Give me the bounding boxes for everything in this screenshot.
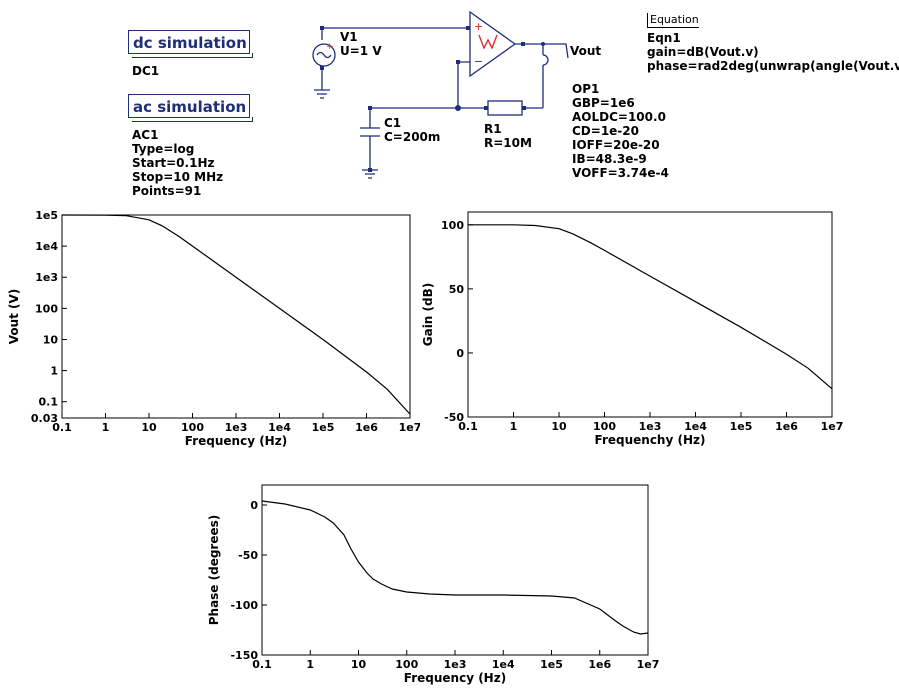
ac-param-line: Stop=10 MHz [132,170,224,184]
x-tick-label: 1e7 [637,658,660,671]
equation-header: Equation [647,13,699,28]
source-label: V1 U=1 V [340,30,382,58]
x-tick-label: 1e6 [775,420,798,433]
circuit-schematic[interactable]: + − + [0,0,899,200]
x-tick-label: 10 [551,420,567,433]
y-tick-label: 50 [449,283,465,296]
capacitor-value: C=200m [384,130,441,144]
y-tick-label: -150 [230,649,258,662]
plot-frame [61,214,411,419]
x-tick-label: 1e4 [268,421,291,434]
y-tick-label: 10 [43,333,59,346]
x-tick-label: 1e5 [312,421,335,434]
x-axis-label: Frequency (Hz) [404,671,506,685]
resistor-name: R1 [484,122,502,136]
x-tick-label: 100 [181,421,204,434]
y-tick-label: 0 [250,499,258,512]
capacitor-label: C1 C=200m [384,116,440,144]
dc-simulation-box[interactable]: dc simulation [128,30,253,58]
y-tick-label: -100 [230,599,258,612]
ac-param-line: Type=log [132,142,195,156]
x-tick-label: 100 [593,420,616,433]
equation-line: Eqn1 [647,31,681,45]
resistor-label: R1 R=10M [484,122,532,150]
vout-plot[interactable]: 0.1 1 10 100 1e3 1e4 1e5 1e6 1e70.030.11101001e3… [0,200,420,460]
y-axis-label: Vout (V) [7,289,21,345]
x-tick-label: 10 [351,658,367,671]
ac-simulation-title: ac simulation [133,98,247,116]
y-tick-label: 1e5 [35,209,58,222]
plot-frame [261,484,649,656]
equation-line: gain=dB(Vout.v) [647,45,759,59]
opamp-param-line: AOLDC=100.0 [572,110,666,124]
x-tick-label: 1e5 [730,420,753,433]
equation-line: phase=rad2deg(unwrap(angle(Vout.v))) [647,59,899,73]
source-value: U=1 V [340,44,382,58]
series-line [261,500,649,635]
y-axis-label: Phase (degrees) [207,515,221,626]
x-axis-label: Frequenchy (Hz) [595,433,706,447]
x-tick-label: 1e4 [684,420,707,433]
y-tick-label: 1e3 [35,271,58,284]
plot-frame [467,211,833,418]
opamp-param-line: GBP=1e6 [572,96,635,110]
opamp-param-line: IOFF=20e-20 [572,138,660,152]
x-tick-label: 1 [102,421,110,434]
equation-block[interactable]: Equation Eqn1 gain=dB(Vout.v) phase=rad2… [647,8,899,73]
series-line [468,224,833,390]
phase-plot[interactable]: 0.1 1 10 100 1e3 1e4 1e5 1e6 1e7 -150 -100 -50 0 Freq… [200,475,670,693]
gain-plot[interactable]: 0.1 1 10 100 1e3 1e4 1e5 1e6 1e7-50050100Frequen… [420,200,860,460]
x-tick-label: 1e6 [355,421,378,434]
x-axis-label: Frequency (Hz) [185,434,287,448]
ac-param-line: AC1 [132,128,159,142]
x-tick-label: 1e7 [399,421,420,434]
resistor-value: R=10M [484,136,532,150]
opamp-param-line: CD=1e-20 [572,124,639,138]
x-tick-label: 1e3 [639,420,662,433]
x-tick-label: 1e3 [444,658,467,671]
y-axis-label: Gain (dB) [421,283,435,347]
dc-simulation-title: dc simulation [133,34,247,52]
ac-param-line: Start=0.1Hz [132,156,215,170]
opamp-param-line: VOFF=3.74e-4 [572,166,669,180]
x-tick-label: 1 [510,420,518,433]
opamp-minus-icon: − [474,55,483,68]
y-tick-label: 0 [456,347,464,360]
capacitor-name: C1 [384,116,402,130]
x-tick-label: 100 [395,658,418,671]
y-tick-label: 0.03 [31,412,58,425]
x-tick-label: 1e4 [492,658,515,671]
source-name: V1 [340,30,358,44]
y-tick-label: 1 [50,365,58,378]
x-tick-label: 0.1 [458,420,478,433]
y-tick-label: -50 [238,549,258,562]
ac-param-line: Points=91 [132,184,202,198]
vout-label: Vout [570,44,602,58]
opamp-plus-icon: + [474,20,483,33]
x-tick-label: 1e7 [821,420,844,433]
ac-simulation-box[interactable]: ac simulation [128,94,253,122]
series-line [61,214,411,415]
y-tick-label: 100 [441,219,464,232]
y-tick-label: 0.1 [39,396,59,409]
y-tick-label: -50 [444,411,464,424]
x-tick-label: 10 [141,421,157,434]
x-tick-label: 1 [306,658,314,671]
x-tick-label: 0.1 [52,421,72,434]
x-tick-label: 1e6 [588,658,611,671]
y-tick-label: 100 [35,302,58,315]
x-tick-label: 1e3 [225,421,248,434]
opamp-params: OP1 GBP=1e6 AOLDC=100.0 CD=1e-20 IOFF=20… [572,82,669,180]
opamp-param-line: OP1 [572,82,600,96]
opamp-param-line: IB=48.3e-9 [572,152,647,166]
x-tick-label: 0.1 [252,658,272,671]
y-tick-label: 1e4 [35,240,58,253]
source-plus-icon: + [326,42,334,52]
ac-simulation-params: AC1 Type=log Start=0.1Hz Stop=10 MHz Poi… [132,128,223,198]
x-tick-label: 1e5 [540,658,563,671]
dc-simulation-name: DC1 [132,64,160,78]
